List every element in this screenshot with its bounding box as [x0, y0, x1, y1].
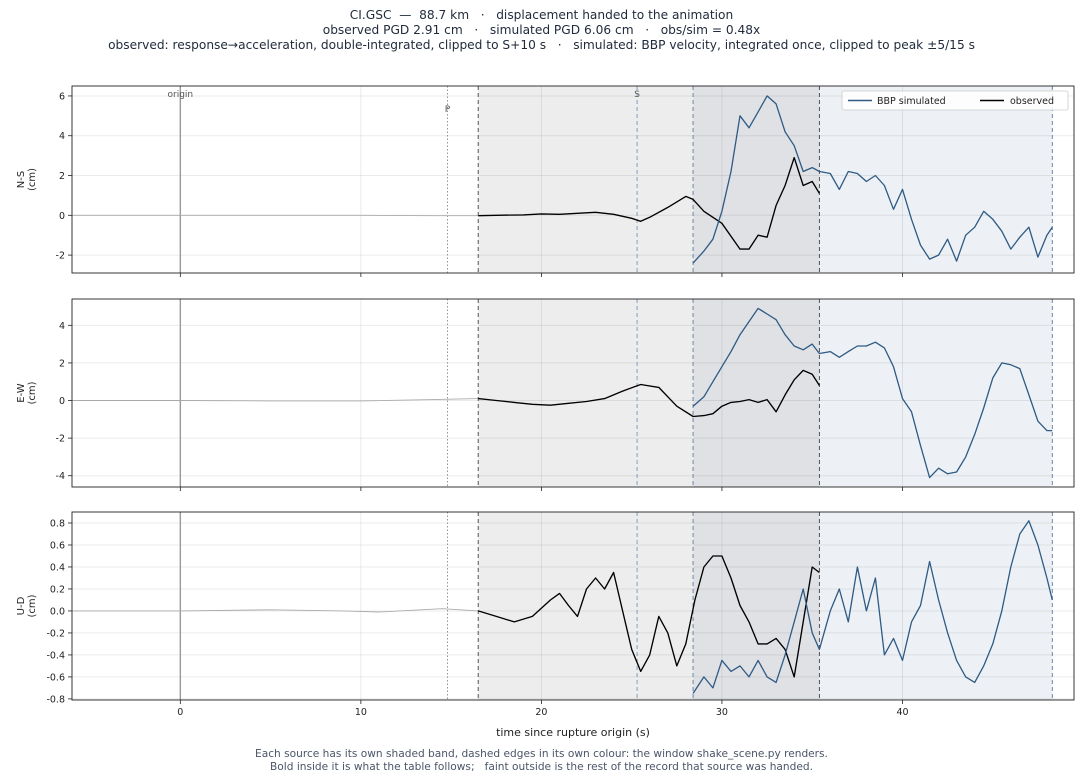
figure-header: CI.GSC — 88.7 km · displacement handed t…: [0, 8, 1083, 53]
observed-trace: [478, 156, 820, 250]
simulated-trace: [692, 95, 1053, 264]
caption-line-1: Each source has its own shaded band, das…: [255, 748, 828, 760]
observed-trace: [478, 369, 820, 418]
y-tick-label: 0.4: [50, 562, 65, 573]
y-axis-unit: (cm): [27, 594, 38, 617]
y-axis-label: E-W: [16, 383, 27, 403]
observed-trace: [478, 555, 820, 678]
y-tick-label: -0.2: [46, 628, 65, 639]
figure-subtitle-pgd: observed PGD 2.91 cm · simulated PGD 6.0…: [322, 23, 761, 37]
x-tick-label: 30: [716, 707, 728, 718]
traces: [72, 520, 1053, 694]
traces: [72, 95, 1053, 264]
y-axis-unit: (cm): [27, 168, 38, 191]
y-tick-label: 2: [59, 171, 65, 182]
y-tick-label: 4: [59, 131, 65, 142]
y-axis-label: U-D: [16, 596, 27, 615]
panel-n-s: -2 0 2 4 6 N-S (cm) origin P S BBP simulated observ…: [16, 85, 1075, 277]
overlap-window-band: [693, 86, 820, 273]
panel-u-d: -0.8 -0.6 -0.4 -0.2 0.0 0.2 0.4 0.6 0.8 0 10 20 30 40…: [16, 511, 1075, 718]
simulated-trace: [692, 520, 1053, 694]
x-tick-label: 10: [355, 707, 367, 718]
legend-box: [841, 90, 1069, 111]
y-tick-label: -0.4: [46, 650, 65, 661]
panel-e-w: -4 -2 0 2 4 E-W (cm): [16, 298, 1075, 491]
y-tick-label: 0.6: [50, 540, 65, 551]
legend: BBP simulated observed: [841, 90, 1069, 111]
y-tick-label: -0.6: [46, 672, 65, 683]
y-tick-label: 0: [59, 211, 65, 222]
simulated-trace: [692, 307, 1053, 479]
y-tick-label: 4: [59, 321, 65, 332]
y-tick-label: 0.2: [50, 584, 65, 595]
y-tick-label: 0.8: [50, 518, 65, 529]
y-tick-label: 0: [59, 396, 65, 407]
panel-frame: [71, 298, 1075, 488]
panel-frame: [71, 511, 1075, 701]
y-tick-label: -0.8: [46, 694, 65, 705]
panel-frame: [71, 85, 1075, 274]
observed-faint-trace: [72, 398, 479, 402]
y-axis-unit: (cm): [27, 381, 38, 404]
y-tick-label: 6: [59, 91, 65, 102]
legend-simulated-label: BBP simulated: [877, 96, 946, 107]
figure-subtitle-processing: observed: response→acceleration, double-…: [108, 38, 975, 52]
y-axis-label: N-S: [16, 171, 27, 188]
y-tick-label: -4: [56, 471, 65, 482]
overlap-window-band: [693, 299, 820, 487]
observed-faint-trace: [72, 608, 479, 613]
s-marker-label: S: [634, 90, 640, 100]
x-tick-label: 20: [535, 707, 547, 718]
traces: [72, 307, 1053, 479]
origin-marker-label: origin: [168, 90, 194, 100]
x-axis-label: time since rupture origin (s): [496, 726, 650, 739]
x-tick-label: 40: [896, 707, 908, 718]
x-tick-label: 0: [177, 707, 183, 718]
y-tick-label: 2: [59, 358, 65, 369]
figure-caption: Each source has its own shaded band, das…: [0, 748, 1083, 773]
caption-line-2: Bold inside it is what the table follows…: [270, 760, 813, 773]
y-tick-label: -2: [56, 251, 65, 262]
figure-title: CI.GSC — 88.7 km · displacement handed t…: [349, 8, 734, 22]
overlap-window-band: [693, 512, 820, 700]
legend-observed-label: observed: [1010, 96, 1054, 107]
p-marker-label: P: [445, 105, 451, 115]
y-tick-label: 0.0: [50, 606, 65, 617]
y-tick-label: -2: [56, 434, 65, 445]
